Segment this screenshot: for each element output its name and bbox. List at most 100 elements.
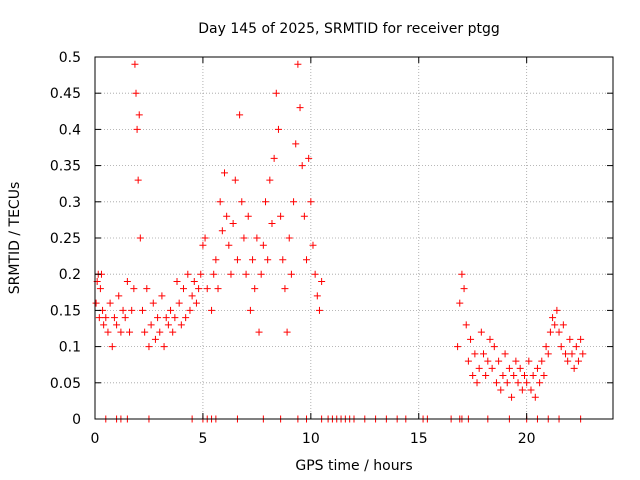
data-point <box>160 343 168 351</box>
data-point <box>516 364 524 372</box>
data-point <box>227 270 235 278</box>
x-tick-label: 10 <box>302 431 320 447</box>
data-point <box>460 285 468 293</box>
data-point <box>536 379 544 387</box>
data-point <box>533 364 541 372</box>
data-point <box>521 372 529 380</box>
data-point <box>492 379 500 387</box>
data-point <box>542 343 550 351</box>
data-point <box>544 350 552 358</box>
data-point <box>264 256 272 264</box>
y-tick-label: 0.35 <box>50 159 81 175</box>
data-point <box>540 372 548 380</box>
data-point <box>518 386 526 394</box>
data-point <box>154 314 162 322</box>
data-point <box>145 343 153 351</box>
data-point <box>283 328 291 336</box>
x-tick-label: 0 <box>91 431 100 447</box>
data-point <box>238 198 246 206</box>
data-point <box>216 198 224 206</box>
data-point <box>531 393 539 401</box>
data-point <box>296 104 304 112</box>
data-point <box>555 328 563 336</box>
data-point <box>574 357 582 365</box>
data-point <box>277 212 285 220</box>
data-point <box>458 270 466 278</box>
axis-ticks <box>94 56 613 420</box>
data-point <box>135 111 143 119</box>
data-point <box>251 285 259 293</box>
data-point <box>96 285 104 293</box>
data-point <box>557 343 565 351</box>
data-point <box>309 241 317 249</box>
data-point <box>549 314 557 322</box>
data-point <box>236 111 244 119</box>
data-point <box>469 372 477 380</box>
data-point <box>290 198 298 206</box>
data-point <box>305 154 313 162</box>
data-point <box>484 357 492 365</box>
y-tick-label: 0.1 <box>59 340 81 356</box>
data-point <box>132 89 140 97</box>
data-point <box>467 335 475 343</box>
data-point <box>162 314 170 322</box>
data-point <box>566 335 574 343</box>
data-point <box>497 386 505 394</box>
data-point <box>192 299 200 307</box>
x-tick-label: 15 <box>410 431 428 447</box>
data-point <box>294 60 302 68</box>
x-tick-label: 20 <box>518 431 536 447</box>
data-point <box>482 372 490 380</box>
data-point <box>287 270 295 278</box>
data-point <box>203 285 211 293</box>
data-point <box>244 212 252 220</box>
data-point <box>300 212 308 220</box>
data-point <box>173 277 181 285</box>
data-point <box>229 220 237 228</box>
data-point <box>184 270 192 278</box>
data-point <box>104 328 112 336</box>
data-point <box>134 176 142 184</box>
y-tick-label: 0.2 <box>59 267 81 283</box>
data-point <box>182 314 190 322</box>
data-point <box>233 256 241 264</box>
data-point <box>279 256 287 264</box>
data-point <box>130 285 138 293</box>
data-point <box>486 335 494 343</box>
data-point <box>201 234 209 242</box>
data-point <box>175 299 183 307</box>
data-point <box>572 343 580 351</box>
data-point <box>501 350 509 358</box>
data-point <box>538 357 546 365</box>
data-point <box>462 321 470 329</box>
data-point <box>495 357 503 365</box>
data-point <box>570 364 578 372</box>
data-point <box>318 277 326 285</box>
data-point <box>568 350 576 358</box>
data-point <box>197 270 205 278</box>
data-point <box>253 234 261 242</box>
data-point <box>508 393 516 401</box>
data-point <box>208 306 216 314</box>
data-point <box>313 292 321 300</box>
data-point <box>147 321 155 329</box>
data-point <box>126 328 134 336</box>
grid-lines <box>95 57 613 419</box>
data-point <box>171 314 179 322</box>
data-point <box>307 198 315 206</box>
data-point <box>456 299 464 307</box>
data-point <box>212 256 220 264</box>
data-point <box>257 270 265 278</box>
data-point <box>231 176 239 184</box>
data-point <box>477 328 485 336</box>
data-point <box>190 277 198 285</box>
data-point <box>514 379 522 387</box>
data-point <box>303 256 311 264</box>
data-point <box>136 234 144 242</box>
data-point <box>123 277 131 285</box>
data-point <box>131 60 139 68</box>
y-tick-label: 0 <box>72 412 81 428</box>
data-point <box>488 364 496 372</box>
data-point <box>179 285 187 293</box>
y-tick-label: 0.15 <box>50 303 81 319</box>
